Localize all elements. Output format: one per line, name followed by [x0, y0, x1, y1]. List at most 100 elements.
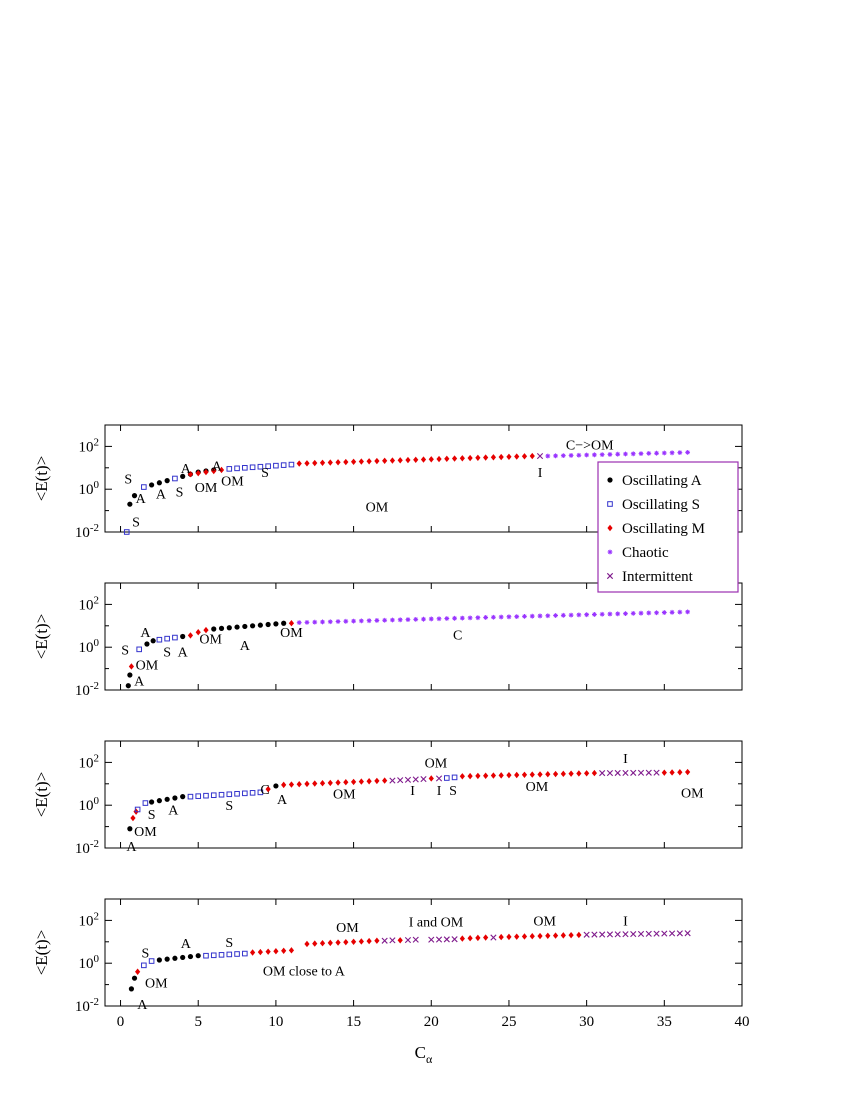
data-point-m [483, 772, 489, 779]
data-point-c [413, 616, 419, 622]
data-point-c [366, 618, 372, 624]
annotation-label: OM [526, 780, 549, 795]
data-point-m [366, 937, 372, 945]
data-point-i [599, 770, 606, 777]
legend-marker-s [607, 501, 613, 507]
data-point-s [203, 952, 209, 959]
data-point-m [327, 779, 333, 787]
data-point-s [226, 466, 233, 472]
y-tick-label: 100 [79, 795, 100, 814]
legend-marker-c [607, 549, 613, 555]
data-point-s [134, 806, 141, 813]
data-point-m [506, 453, 512, 460]
data-point-i [583, 931, 590, 938]
annotation-label: A [181, 937, 192, 952]
annotation-label: C [260, 783, 269, 798]
data-point-m [560, 932, 566, 939]
legend-marker-m [607, 524, 613, 532]
data-point-c [661, 450, 667, 456]
annotation-label: S [132, 515, 140, 530]
data-point-c [630, 610, 636, 616]
annotation-label: S [141, 947, 149, 962]
data-point-m [428, 456, 434, 463]
data-point-i [676, 930, 683, 937]
data-point-s [142, 800, 149, 806]
x-axis-label: Cα [415, 1043, 433, 1066]
y-tick-label: 10-2 [75, 680, 99, 699]
data-point-m [490, 772, 497, 779]
data-point-m [467, 454, 473, 462]
data-point-s [226, 951, 233, 958]
data-point-s [242, 465, 248, 471]
data-point-c [382, 617, 388, 623]
data-point-m [350, 458, 357, 465]
data-point-m [319, 940, 326, 947]
data-point-c [335, 619, 341, 624]
data-point-c [452, 615, 457, 621]
data-point-m [358, 938, 364, 945]
x-tick-label: 5 [194, 1014, 202, 1030]
data-point-a [180, 473, 186, 479]
y-tick-label: 100 [79, 637, 100, 656]
data-point-m [490, 454, 497, 461]
data-point-m [498, 933, 504, 941]
annotation-label: OM [681, 786, 704, 801]
data-point-m [537, 771, 543, 778]
data-point-m [343, 779, 349, 786]
data-point-a [127, 826, 133, 832]
data-point-c [483, 615, 489, 620]
x-tick-label: 30 [579, 1014, 594, 1030]
data-point-s [195, 793, 202, 799]
y-axis-label: <E(t)> [32, 456, 51, 502]
data-point-c [615, 611, 621, 617]
data-point-m [506, 933, 512, 941]
data-point-m [475, 454, 481, 461]
data-point-c [661, 610, 667, 615]
data-point-c [444, 616, 450, 621]
data-point-c [459, 615, 465, 621]
data-point-s [218, 952, 225, 958]
data-point-m [335, 939, 341, 946]
data-point-c [475, 615, 481, 621]
y-tick-label: 100 [79, 479, 100, 498]
data-point-c [312, 619, 318, 625]
data-point-a [127, 672, 133, 678]
data-point-m [413, 456, 419, 463]
data-point-a [249, 623, 256, 629]
data-point-c [522, 613, 527, 619]
data-point-m [568, 770, 574, 777]
y-tick-label: 10-2 [75, 996, 99, 1015]
legend-label: Oscillating S [622, 497, 700, 513]
data-point-i [637, 930, 645, 938]
data-point-m [312, 780, 318, 787]
annotation-label: A [212, 460, 223, 475]
data-point-m [552, 932, 559, 939]
annotation-label: C−>OM [566, 438, 614, 453]
data-point-s [242, 790, 248, 797]
data-point-s [249, 464, 256, 471]
data-point-m [366, 458, 372, 465]
data-point-m [265, 785, 271, 793]
annotation-label: S [176, 485, 184, 500]
annotation-label: S [148, 808, 156, 823]
data-point-c [351, 618, 356, 624]
data-point-m [685, 768, 691, 776]
data-point-i [645, 930, 652, 937]
annotation-label: S [121, 643, 129, 658]
data-point-m [498, 772, 504, 779]
plot-frame [104, 740, 743, 849]
data-point-m [288, 781, 295, 788]
data-point-a [242, 623, 248, 630]
data-point-c [390, 617, 395, 623]
data-point-c [320, 619, 325, 625]
data-point-m [304, 780, 310, 788]
data-point-i [435, 936, 443, 943]
data-point-c [545, 613, 551, 619]
data-point-i [668, 930, 676, 937]
data-point-a [172, 955, 178, 961]
data-point-m [483, 934, 489, 941]
data-point-i [389, 937, 396, 944]
plot-frame [104, 582, 743, 691]
annotation-label: A [156, 487, 167, 502]
